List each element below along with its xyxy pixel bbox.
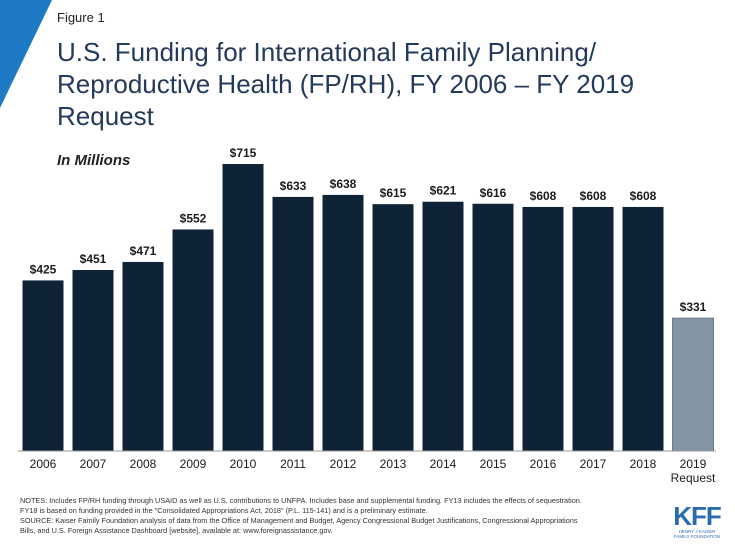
x-tick-label: 2015 <box>480 457 507 471</box>
bar-2007 <box>72 269 114 451</box>
x-tick-label: 2014 <box>430 457 457 471</box>
x-tick-label: 2017 <box>580 457 607 471</box>
notes-line: NOTES: Includes FP/RH funding through US… <box>20 496 582 505</box>
chart-notes: NOTES: Includes FP/RH funding through US… <box>20 496 660 536</box>
x-tick-labels-layer: 2006 2007 2008 2009 2010 2011 2012 2013 2014 2015… <box>30 457 716 485</box>
chart-title: U.S. Funding for International Family Pl… <box>57 37 635 131</box>
corner-accent-triangle <box>0 0 52 108</box>
x-tick-label: 2012 <box>330 457 357 471</box>
chart-subtitle: In Millions <box>57 152 131 169</box>
bar-chart: $425 $451 $471 $552 $715 $633 $638 $615 $621 $616… <box>18 146 716 485</box>
kff-logo: KFF HENRY J KAISER FAMILY FOUNDATION <box>669 503 725 539</box>
data-label: $608 <box>530 189 557 203</box>
bar-2008 <box>122 261 164 451</box>
logo-subtext-line: HENRY J KAISER <box>678 529 716 534</box>
x-tick-label: 2011 <box>280 457 306 471</box>
notes-line: FY18 is based on funding provided in the… <box>20 506 428 515</box>
data-label: $616 <box>480 186 507 200</box>
x-tick-label: 2010 <box>230 457 257 471</box>
x-tick-label: 2009 <box>180 457 207 471</box>
data-label: $331 <box>680 300 707 314</box>
figure-label: Figure 1 <box>57 10 105 25</box>
data-label: $633 <box>280 179 307 193</box>
data-label: $471 <box>130 244 157 258</box>
x-tick-label: 2006 <box>30 457 57 471</box>
data-label: $608 <box>580 189 607 203</box>
bar-2006 <box>22 280 64 451</box>
data-label: $425 <box>30 262 57 276</box>
x-tick-label: 2018 <box>630 457 657 471</box>
bar-2010 <box>222 164 264 451</box>
bar-2017 <box>572 206 614 451</box>
data-label: $621 <box>430 184 457 198</box>
x-tick-label: Request <box>671 471 716 485</box>
x-tick-label: 2008 <box>130 457 157 471</box>
bar-2014 <box>422 201 464 451</box>
data-label: $615 <box>380 186 407 200</box>
x-tick-label: 2013 <box>380 457 407 471</box>
x-tick-label: 2007 <box>80 457 107 471</box>
data-label: $552 <box>180 211 207 225</box>
source-line: SOURCE: Kaiser Family Foundation analysi… <box>20 516 578 525</box>
bar-2015 <box>472 203 514 451</box>
logo-mark: KFF <box>673 501 722 531</box>
data-label: $638 <box>330 177 357 191</box>
bar-2009 <box>172 229 214 451</box>
bar-2016 <box>522 206 564 451</box>
bar-2011 <box>272 196 314 451</box>
data-labels-layer: $425 $451 $471 $552 $715 $633 $638 $615 $621 $616… <box>30 146 707 314</box>
bar-2018 <box>622 206 664 451</box>
source-line: Bills, and U.S. Foreign Assistance Dashb… <box>20 526 333 535</box>
bars-layer <box>22 164 714 452</box>
x-tick-label: 2016 <box>530 457 557 471</box>
logo-subtext: HENRY J KAISER FAMILY FOUNDATION <box>669 529 725 539</box>
data-label: $715 <box>230 146 257 160</box>
logo-subtext-line: FAMILY FOUNDATION <box>673 534 721 539</box>
x-tick-label: 2019 <box>680 457 707 471</box>
bar-2019 <box>672 317 714 452</box>
data-label: $608 <box>630 189 657 203</box>
bar-2012 <box>322 194 364 452</box>
data-label: $451 <box>80 252 107 266</box>
bar-2013 <box>372 204 414 451</box>
